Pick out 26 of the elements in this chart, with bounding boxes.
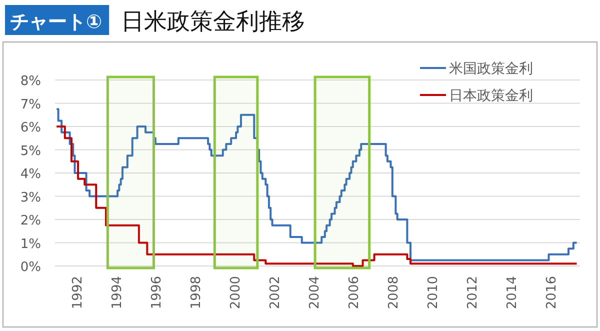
y-tick-label: 6% [20, 120, 41, 136]
legend-label: 米国政策金利 [449, 61, 533, 77]
y-tick-label: 2% [20, 214, 41, 228]
x-tick-label: 1992 [70, 276, 86, 310]
x-tick-label: 1998 [188, 276, 204, 310]
y-tick-label: 1% [20, 236, 41, 252]
y-tick-label: 0% [20, 260, 41, 275]
x-tick-label: 2010 [426, 276, 441, 310]
x-tick-label: 2014 [504, 276, 520, 310]
y-tick-label: 4% [20, 167, 41, 182]
chart-title: 日米政策金利推移 [121, 9, 306, 35]
x-tick-label: 1994 [110, 276, 125, 310]
y-tick-label: 8% [20, 74, 41, 89]
x-tick-label: 2016 [544, 276, 560, 310]
x-tick-label: 2012 [465, 276, 480, 310]
x-tick-label: 2008 [386, 276, 402, 310]
y-tick-label: 7% [20, 97, 41, 112]
x-tick-label: 2000 [228, 276, 244, 310]
badge: チャート① [5, 5, 110, 35]
y-tick-label: 3% [20, 190, 41, 206]
x-tick-label: 2002 [268, 276, 283, 310]
x-tick-label: 1996 [149, 276, 164, 310]
legend-label: 日本政策金利 [449, 88, 533, 104]
x-tick-label: 2004 [307, 276, 322, 310]
y-tick-label: 5% [20, 144, 41, 159]
x-tick-label: 2006 [346, 276, 362, 310]
